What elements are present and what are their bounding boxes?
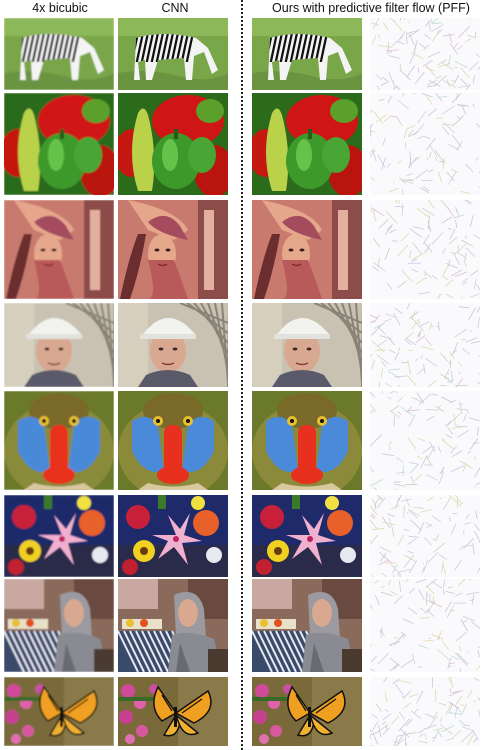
- flowers-pff-image: [252, 495, 362, 577]
- barbara-bicubic-image: [4, 579, 114, 672]
- zebra-filter-flow-image: [370, 18, 480, 90]
- foreman-pff-image: [252, 303, 362, 387]
- baboon-bicubic-image: [4, 391, 114, 490]
- barbara-filter-flow-image: [370, 579, 480, 672]
- baboon-filter-flow-image: [370, 391, 480, 490]
- baboon-pff-image: [252, 391, 362, 490]
- column-header-bicubic: 4x bicubic: [32, 1, 88, 15]
- monarch-cnn-image: [118, 677, 228, 746]
- monarch-pff-image: [252, 677, 362, 746]
- lena-filter-flow-image: [370, 200, 480, 299]
- monarch-bicubic-image: [4, 677, 114, 746]
- column-header-cnn: CNN: [161, 1, 189, 15]
- column-divider: [241, 0, 243, 750]
- flowers-filter-flow-image: [370, 495, 480, 577]
- lena-cnn-image: [118, 200, 228, 299]
- peppers-filter-flow-image: [370, 93, 480, 195]
- flowers-bicubic-image: [4, 495, 114, 577]
- foreman-bicubic-image: [4, 303, 114, 387]
- barbara-pff-image: [252, 579, 362, 672]
- barbara-cnn-image: [118, 579, 228, 672]
- baboon-cnn-image: [118, 391, 228, 490]
- monarch-filter-flow-image: [370, 677, 480, 746]
- lena-pff-image: [252, 200, 362, 299]
- peppers-pff-image: [252, 93, 362, 195]
- foreman-filter-flow-image: [370, 303, 480, 387]
- zebra-cnn-image: [118, 18, 228, 90]
- peppers-bicubic-image: [4, 93, 114, 195]
- column-header-pff: Ours with predictive filter flow (PFF): [272, 1, 470, 15]
- flowers-cnn-image: [118, 495, 228, 577]
- zebra-pff-image: [252, 18, 362, 90]
- peppers-cnn-image: [118, 93, 228, 195]
- lena-bicubic-image: [4, 200, 114, 299]
- zebra-bicubic-image: [4, 18, 114, 90]
- foreman-cnn-image: [118, 303, 228, 387]
